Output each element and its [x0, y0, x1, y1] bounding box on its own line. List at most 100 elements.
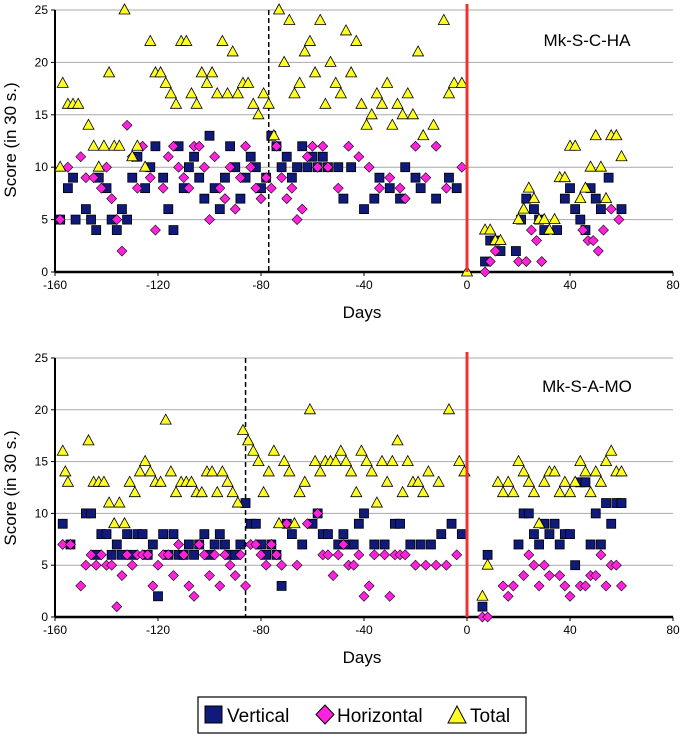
y-tick-label: 5 [41, 558, 48, 572]
point-total [262, 465, 275, 477]
x-tick-label: -40 [355, 278, 373, 292]
point-total [169, 97, 183, 109]
point-total [56, 444, 69, 456]
point-total [538, 212, 551, 225]
point-vertical [153, 591, 163, 602]
point-horizontal [54, 214, 66, 226]
point-horizontal [616, 580, 627, 592]
y-tick-label: 5 [41, 213, 48, 227]
point-total [548, 465, 561, 477]
point-vertical [158, 529, 169, 540]
point-total [118, 3, 131, 15]
point-horizontal [144, 172, 156, 184]
point-total [380, 76, 394, 88]
point-horizontal [106, 559, 118, 571]
point-horizontal [224, 161, 236, 173]
point-vertical [534, 539, 544, 550]
point-horizontal [533, 580, 545, 592]
point-vertical [544, 529, 555, 540]
point-total [574, 191, 587, 204]
data-points [53, 3, 628, 278]
grid-lines [55, 357, 673, 566]
point-horizontal [440, 559, 452, 571]
point-total [396, 485, 409, 498]
point-total [594, 475, 608, 487]
point-total [579, 465, 592, 477]
point-horizontal [353, 549, 365, 561]
point-horizontal [394, 182, 406, 194]
point-total [527, 485, 541, 498]
point-vertical [369, 539, 380, 550]
point-vertical [189, 151, 199, 162]
grid-lines [55, 9, 673, 221]
point-vertical [359, 204, 369, 215]
panel-title: Mk-S-A-MO [542, 377, 632, 396]
point-total [579, 181, 592, 193]
point-total [144, 465, 157, 477]
point-total [221, 475, 234, 487]
panel-title: Mk-S-C-HA [544, 31, 632, 50]
point-vertical [444, 172, 454, 183]
point-horizontal [219, 549, 231, 561]
point-vertical [276, 162, 287, 173]
point-vertical [168, 529, 179, 540]
point-horizontal [281, 518, 293, 530]
point-total [128, 485, 142, 498]
point-horizontal [240, 140, 251, 152]
y-tick-label: 10 [35, 160, 49, 174]
point-horizontal [528, 559, 540, 571]
point-total [455, 76, 469, 88]
point-total [159, 76, 172, 88]
legend-horizontal-swatch [315, 704, 335, 725]
point-vertical [189, 549, 199, 560]
point-horizontal [209, 151, 221, 163]
point-vertical [117, 204, 127, 215]
point-vertical [353, 518, 364, 529]
point-vertical [163, 204, 174, 215]
point-vertical [220, 172, 230, 183]
data-points [56, 402, 628, 623]
point-vertical [86, 508, 96, 519]
y-tick-label: 0 [41, 265, 48, 279]
point-horizontal [234, 549, 246, 561]
point-horizontal [554, 570, 566, 581]
point-vertical [575, 214, 586, 225]
point-total [288, 516, 301, 529]
point-total [283, 465, 296, 477]
point-total [126, 149, 139, 162]
point-total [241, 76, 255, 88]
point-total [422, 465, 435, 477]
point-vertical [338, 529, 349, 540]
point-horizontal [430, 140, 442, 152]
point-vertical [606, 518, 617, 529]
point-horizontal [80, 559, 92, 571]
point-horizontal [307, 140, 318, 152]
point-total [288, 87, 301, 99]
x-tick-label: -40 [355, 623, 373, 637]
point-vertical [168, 225, 179, 235]
point-total [231, 496, 245, 508]
point-total [131, 139, 144, 151]
x-tick-label: -120 [146, 278, 170, 292]
point-total [568, 475, 582, 487]
point-total [138, 160, 152, 172]
point-horizontal [214, 580, 226, 592]
point-total [303, 34, 317, 46]
point-total [308, 454, 322, 467]
x-axis-title: Days [343, 303, 382, 322]
point-total [164, 87, 178, 99]
y-tick-label: 20 [35, 403, 49, 417]
point-horizontal [600, 580, 612, 592]
point-total [102, 496, 116, 508]
point-horizontal [379, 549, 391, 561]
point-horizontal [111, 601, 123, 613]
point-horizontal [219, 193, 231, 205]
point-total [226, 485, 239, 498]
point-horizontal [420, 559, 432, 571]
y-tick-label: 25 [35, 351, 49, 365]
point-horizontal [204, 214, 215, 226]
point-vertical [68, 172, 78, 183]
